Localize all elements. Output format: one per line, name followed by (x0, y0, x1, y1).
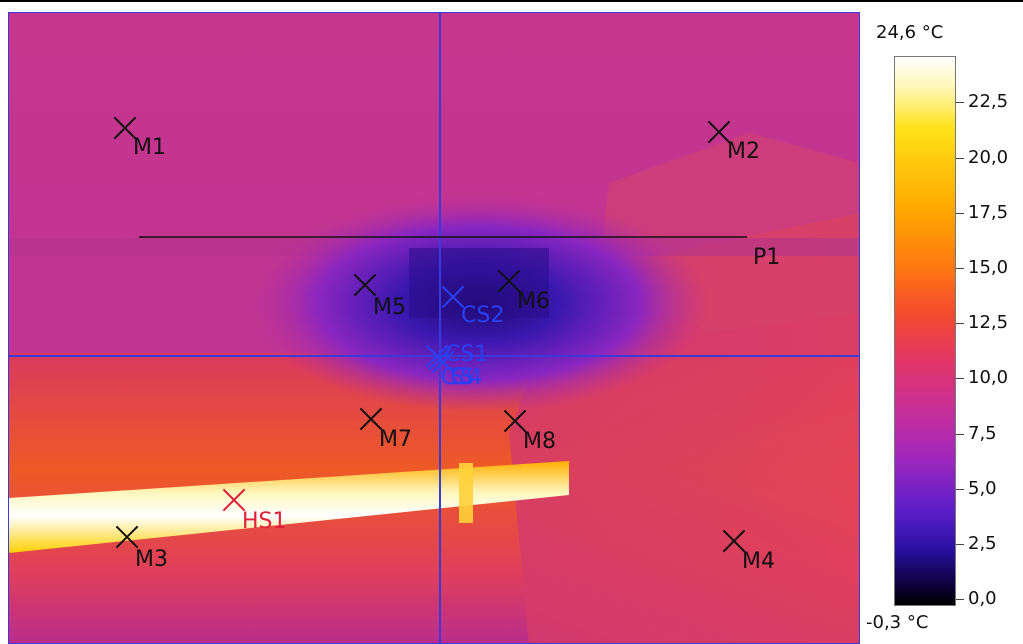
scale-tick (956, 544, 964, 546)
top-divider (0, 0, 1023, 2)
scale-tick (956, 268, 964, 270)
marker-m8-label: M8 (523, 429, 556, 454)
scale-min-label: -0,3 °C (866, 612, 929, 633)
scale-tick-label: 5,0 (968, 477, 997, 499)
marker-m3-icon[interactable] (115, 525, 139, 549)
thermal-image[interactable]: M1 M2 M3 M4 M5 M6 M7 M8 HS1 CS2 CS1 CS3 … (8, 12, 860, 644)
thermal-background (9, 13, 859, 643)
scale-max-label: 24,6 °C (876, 22, 944, 43)
scale-tick-label: 17,5 (968, 201, 1009, 223)
scale-tick-label: 20,0 (968, 146, 1009, 168)
scale-tick-label: 22,5 (968, 91, 1009, 113)
marker-m6-label: M6 (517, 289, 550, 314)
marker-m2-label: M2 (727, 139, 760, 164)
coldspot-cs2-label: CS2 (461, 303, 505, 328)
marker-m5-label: M5 (373, 295, 406, 320)
scale-tick (956, 599, 964, 601)
color-palette-bar (894, 56, 956, 606)
marker-m5-icon[interactable] (353, 273, 377, 297)
hotspot-hs1-label: HS1 (242, 509, 287, 534)
marker-m1-label: M1 (133, 135, 166, 160)
scale-tick (956, 102, 964, 104)
scale-tick-label: 0,0 (968, 588, 997, 610)
scale-tick-label: 15,0 (968, 257, 1009, 279)
scale-tick (956, 212, 964, 214)
scale-tick (956, 378, 964, 380)
scale-tick-label: 7,5 (968, 422, 997, 444)
scale-tick (956, 433, 964, 435)
marker-m7-label: M7 (379, 427, 412, 452)
scale-tick-label: 12,5 (968, 312, 1009, 334)
scale-tick-label: 2,5 (968, 533, 997, 555)
coldspot-cs1-label: CS1 (445, 342, 489, 367)
coldspot-cs4-label: CS4 (451, 365, 482, 390)
scale-tick-label: 10,0 (968, 367, 1009, 389)
marker-m3-label: M3 (135, 547, 168, 572)
marker-m4-label: M4 (742, 549, 775, 574)
scale-tick (956, 488, 964, 490)
profile-p1-label: P1 (753, 245, 781, 270)
scale-tick (956, 323, 964, 325)
scale-tick (956, 157, 964, 159)
temperature-scale: 24,6 °C 22,5 20,0 17,5 15,0 12,5 10,0 7,5 5,0 2,… (860, 12, 1023, 644)
